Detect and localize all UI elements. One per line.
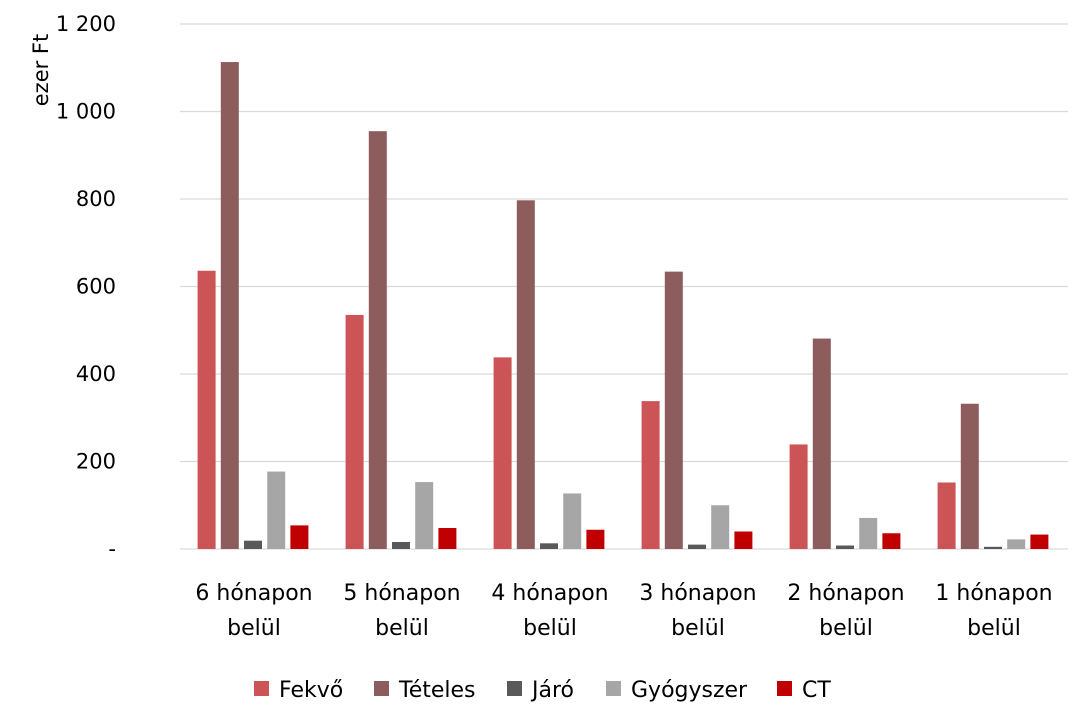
x-category-label: 5 hónapon (343, 581, 460, 606)
y-tick-label: 1 200 (56, 12, 116, 36)
x-category-label: belül (375, 616, 429, 641)
bar-gyógyszer-5 (859, 517, 878, 549)
bar-ct-4 (734, 531, 753, 549)
y-tick-label: 400 (76, 362, 116, 386)
bar-gyógyszer-2 (415, 482, 434, 549)
bar-járó-1 (244, 540, 262, 549)
y-tick-label: 200 (76, 450, 116, 474)
bars (197, 62, 1049, 549)
bar-ct-6 (1030, 534, 1049, 549)
bar-ct-3 (586, 529, 605, 549)
bar-ct-5 (882, 533, 901, 549)
legend-swatch-ct (777, 681, 792, 696)
bar-fekvő-2 (345, 314, 364, 549)
y-axis-ticks: - 200 400 600 800 1 000 1 200 (56, 12, 116, 561)
x-category-label: 4 hónapon (491, 581, 608, 606)
legend-label-ct: CT (802, 678, 831, 703)
bar-járó-4 (688, 544, 706, 549)
bar-gyógyszer-4 (711, 505, 730, 549)
gridlines (180, 23, 1068, 550)
x-category-label: belül (671, 616, 725, 641)
legend-swatch-gyógyszer (606, 681, 621, 696)
x-category-label: 3 hónapon (639, 581, 756, 606)
bar-fekvő-5 (789, 444, 808, 549)
y-tick-label: 1 000 (56, 100, 116, 124)
y-axis-title: ezer Ft (29, 34, 53, 107)
bar-fekvő-3 (493, 357, 512, 549)
bar-gyógyszer-1 (267, 471, 286, 549)
bar-tételes-6 (960, 403, 979, 549)
legend-label-gyógyszer: Gyógyszer (631, 678, 748, 703)
legend-label-tételes: Tételes (398, 678, 476, 703)
y-tick-label: - (108, 537, 116, 561)
bar-járó-6 (984, 546, 1002, 549)
bar-gyógyszer-6 (1007, 539, 1026, 549)
legend-label-fekvő: Fekvő (279, 678, 343, 703)
y-tick-label: 600 (76, 275, 116, 299)
bar-tételes-3 (516, 200, 535, 549)
bar-tételes-1 (220, 62, 239, 549)
legend-swatch-fekvő (254, 681, 269, 696)
x-category-label: 1 hónapon (935, 581, 1052, 606)
x-category-label: belül (967, 616, 1021, 641)
bar-fekvő-4 (641, 401, 660, 549)
bar-járó-2 (392, 542, 410, 549)
legend-swatch-járó (507, 681, 522, 696)
bar-fekvő-1 (197, 270, 216, 549)
legend-label-járó: Járó (530, 678, 574, 703)
x-category-label: belül (523, 616, 577, 641)
bar-tételes-5 (812, 338, 831, 549)
bar-járó-3 (540, 543, 558, 549)
bar-tételes-4 (664, 271, 683, 549)
x-category-label: 6 hónapon (195, 581, 312, 606)
y-tick-label: 800 (76, 187, 116, 211)
legend: Fekvő Tételes Járó Gyógyszer CT (254, 678, 831, 703)
legend-swatch-tételes (374, 681, 389, 696)
bar-tételes-2 (368, 131, 387, 549)
bar-gyógyszer-3 (563, 493, 582, 549)
bar-fekvő-6 (937, 482, 956, 549)
x-category-label: belül (227, 616, 281, 641)
x-axis-categories: 6 hónapon belül 5 hónapon belül 4 hónapon bel… (195, 581, 1052, 641)
bar-ct-1 (290, 525, 309, 549)
x-category-label: 2 hónapon (787, 581, 904, 606)
bar-ct-2 (438, 528, 457, 549)
bar-járó-5 (836, 545, 854, 549)
x-category-label: belül (819, 616, 873, 641)
